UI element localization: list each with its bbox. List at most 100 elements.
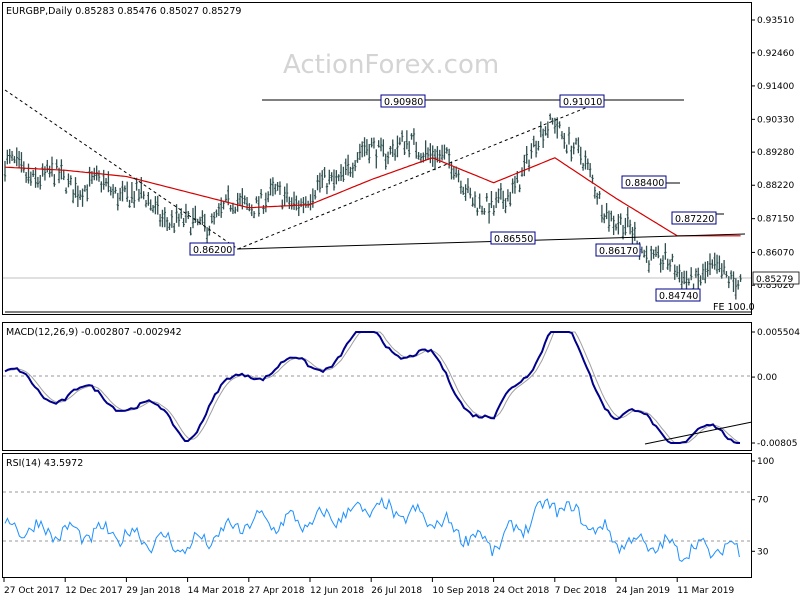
price-bar xyxy=(187,211,190,220)
price-bar xyxy=(497,188,500,204)
price-bar xyxy=(504,198,507,214)
price-bar xyxy=(706,261,709,277)
time-tick-label: 24 Jan 2019 xyxy=(616,586,670,596)
price-bar xyxy=(375,149,378,169)
price-bar xyxy=(577,137,580,154)
price-bar xyxy=(440,144,444,161)
price-bar xyxy=(520,167,524,177)
price-bar xyxy=(711,259,714,269)
price-bar xyxy=(116,192,119,211)
rising-dashed-trendline xyxy=(237,101,601,250)
price-bar xyxy=(640,246,644,254)
rsi-panel-frame xyxy=(2,453,752,578)
price-bar xyxy=(43,166,47,181)
price-bar xyxy=(614,223,618,231)
price-bar xyxy=(386,151,390,165)
price-bar xyxy=(351,162,354,178)
price-bar xyxy=(189,227,192,236)
price-bar xyxy=(64,187,68,194)
price-bar xyxy=(626,206,629,228)
price-bar xyxy=(650,245,653,261)
price-bar xyxy=(104,178,108,187)
price-bar xyxy=(144,199,148,208)
price-tick-label: 0.93510 xyxy=(757,16,794,26)
price-bar xyxy=(607,210,611,232)
price-bar xyxy=(177,213,181,227)
price-bar xyxy=(652,249,655,259)
price-bar xyxy=(339,164,343,181)
price-bar xyxy=(163,207,166,228)
price-bar xyxy=(502,190,505,209)
price-bar xyxy=(643,249,646,258)
price-bar xyxy=(255,196,258,204)
price-bar xyxy=(168,222,171,231)
price-bar xyxy=(687,278,691,286)
rsi-line xyxy=(4,496,740,563)
price-bar xyxy=(182,217,185,228)
price-bar xyxy=(551,117,554,125)
price-bar xyxy=(50,156,54,177)
price-bar xyxy=(431,145,434,167)
svg-text:0.88400: 0.88400 xyxy=(625,178,664,189)
price-bar xyxy=(86,184,89,202)
price-bar xyxy=(297,200,300,217)
price-bar xyxy=(513,175,517,194)
price-bar xyxy=(212,211,216,225)
price-bar xyxy=(389,145,392,155)
price-bar xyxy=(368,143,371,164)
price-bar xyxy=(410,133,413,140)
price-bar xyxy=(671,253,674,263)
price-bar xyxy=(690,267,693,281)
price-bar xyxy=(725,271,728,278)
price-bar xyxy=(393,149,397,161)
price-bar xyxy=(462,186,465,195)
svg-text:0.87220: 0.87220 xyxy=(675,214,714,225)
price-bar xyxy=(60,159,63,180)
price-tick-label: 0.92460 xyxy=(757,49,794,59)
price-bar xyxy=(485,193,488,202)
price-bar xyxy=(403,141,406,156)
price-bar xyxy=(283,186,286,206)
price-bar xyxy=(598,191,601,199)
price-bar xyxy=(487,203,491,224)
fe-label: FE 100.0 xyxy=(713,302,755,313)
price-bar xyxy=(292,191,296,210)
price-bar xyxy=(234,206,237,214)
price-bar xyxy=(645,245,648,263)
price-annotation: 0.90980 xyxy=(380,94,426,108)
price-bar xyxy=(541,128,545,148)
price-bar xyxy=(673,264,676,280)
price-bar xyxy=(610,210,613,222)
price-bar xyxy=(6,149,9,165)
price-bar xyxy=(130,182,134,204)
price-bar xyxy=(537,140,540,151)
svg-text:0.84740: 0.84740 xyxy=(659,291,698,302)
price-bar xyxy=(274,183,277,195)
price-header: EURGBP,Daily 0.85283 0.85476 0.85027 0.8… xyxy=(6,6,241,17)
price-bar xyxy=(469,187,472,199)
price-bar xyxy=(718,255,721,273)
price-bar xyxy=(727,276,730,289)
price-bar xyxy=(565,144,568,154)
price-bar xyxy=(137,188,141,202)
price-bar xyxy=(358,143,362,160)
price-bar xyxy=(17,150,21,168)
price-bar xyxy=(323,167,326,178)
price-bar xyxy=(720,263,723,279)
price-bar xyxy=(400,130,404,142)
price-bar xyxy=(417,152,420,160)
price-bar xyxy=(372,137,376,149)
price-bar xyxy=(584,150,587,170)
svg-text:0.86170: 0.86170 xyxy=(599,246,638,257)
price-bar xyxy=(586,158,589,170)
price-bar xyxy=(165,217,169,232)
price-bar xyxy=(647,260,651,273)
price-bars xyxy=(3,113,742,300)
price-bar xyxy=(175,204,178,223)
price-bar xyxy=(398,137,401,146)
price-bar xyxy=(170,210,174,228)
price-bar xyxy=(363,137,366,157)
price-bar xyxy=(309,194,312,211)
price-tick-label: 0.90330 xyxy=(757,115,794,125)
